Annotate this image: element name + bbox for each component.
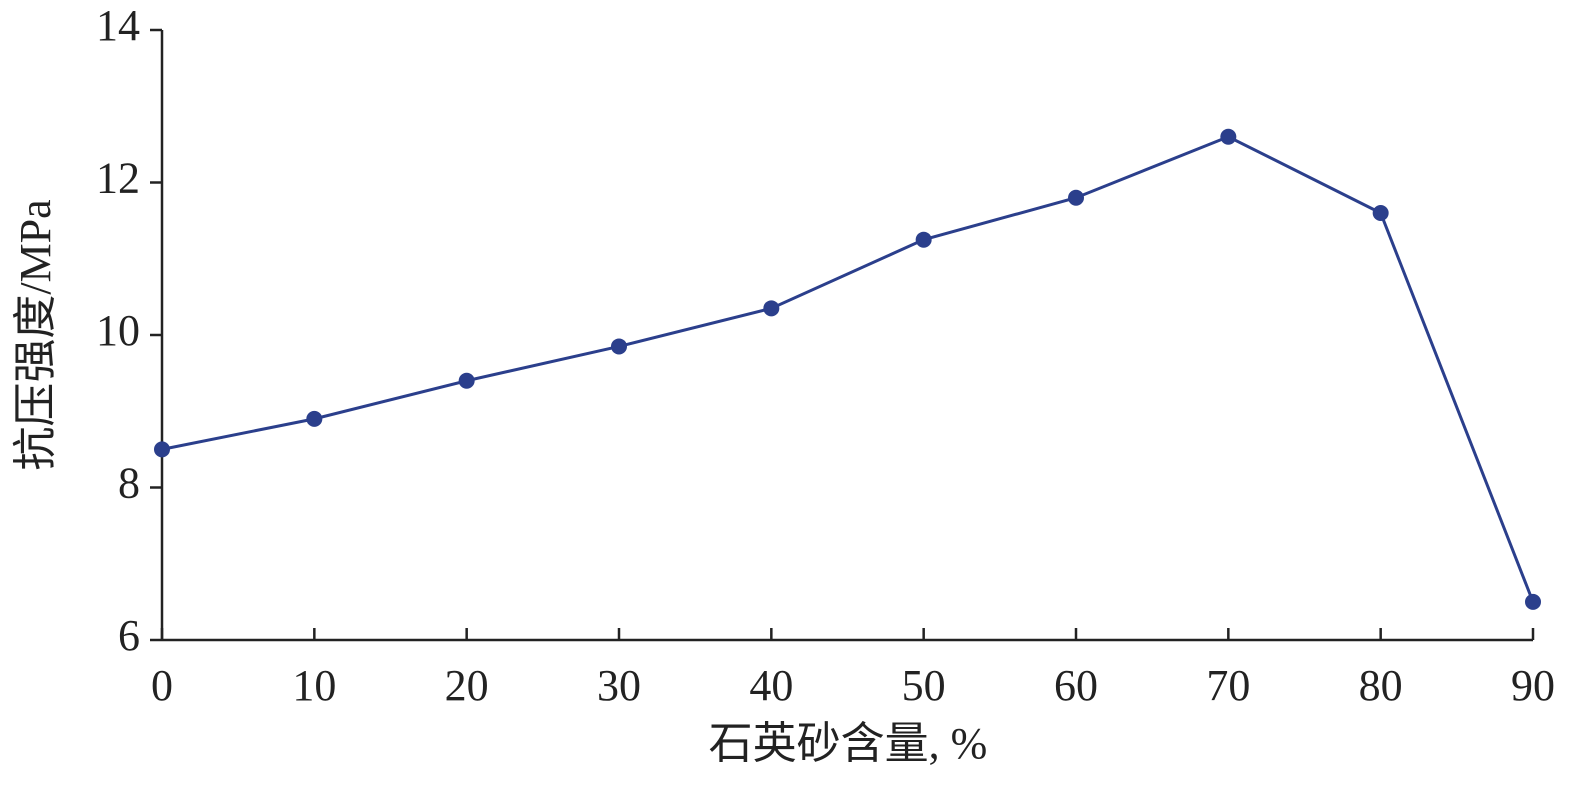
marker: [915, 231, 932, 248]
marker: [1068, 189, 1084, 206]
x-tick-label: 20: [445, 661, 489, 710]
x-tick-label: 10: [292, 661, 336, 710]
x-axis-label: 石英砂含量, %: [709, 719, 988, 768]
y-tick-label: 12: [96, 154, 140, 203]
marker: [1525, 593, 1541, 610]
marker: [154, 441, 170, 458]
y-tick-label: 6: [118, 611, 140, 660]
y-axis-label: 抗压强度/MPa: [11, 199, 60, 470]
marker: [1220, 128, 1237, 145]
marker: [458, 372, 475, 389]
x-tick-label: 0: [151, 661, 173, 710]
line: [161, 135, 1535, 603]
x-tick-label: 30: [597, 661, 641, 710]
x-tick-label: 70: [1206, 661, 1250, 710]
x-tick-label: 90: [1511, 661, 1555, 710]
marker: [763, 300, 780, 317]
marker: [1372, 205, 1389, 221]
x-tick-label: 40: [749, 661, 793, 710]
y-tick-label: 10: [96, 306, 140, 355]
x-tick-label: 60: [1054, 661, 1098, 710]
marker: [611, 338, 627, 355]
x-tick-label: 80: [1359, 661, 1403, 710]
x-tick-label: 50: [902, 661, 946, 710]
marker: [306, 410, 323, 427]
y-tick-label: 8: [118, 459, 140, 508]
y-tick-label: 14: [96, 1, 140, 50]
